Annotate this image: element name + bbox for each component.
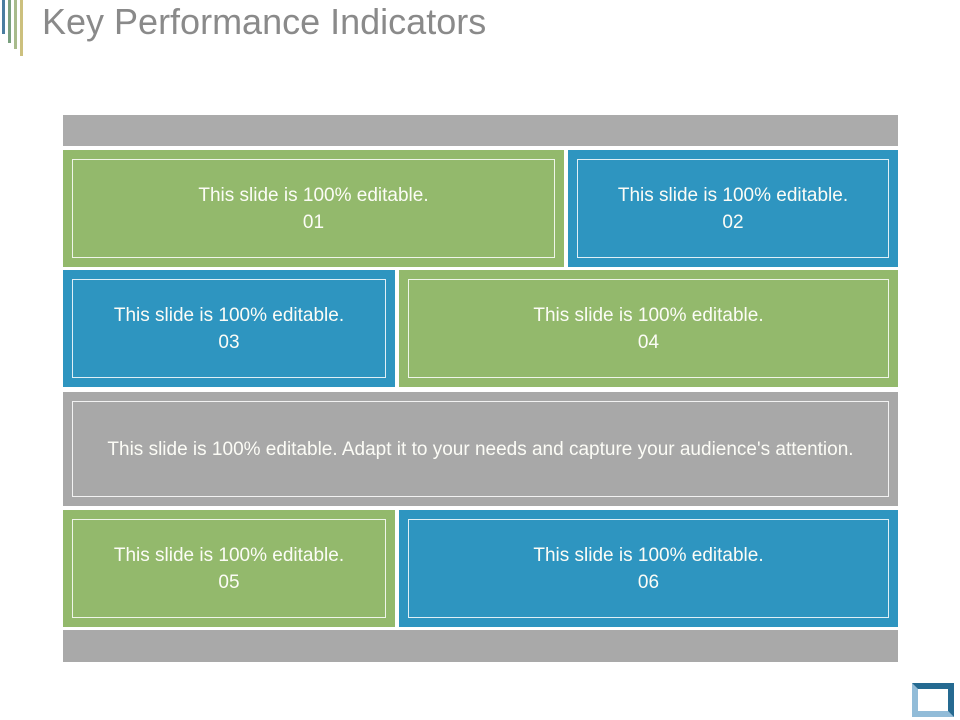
bottom-divider-band [63,630,898,662]
kpi-block-01[interactable]: This slide is 100% editable. 01 [63,150,564,267]
block-number: 04 [637,331,660,353]
slide-title: Key Performance Indicators [42,1,487,42]
kpi-block-06[interactable]: This slide is 100% editable. 06 [399,510,898,627]
description-band[interactable]: This slide is 100% editable. Adapt it to… [63,392,898,506]
kpi-block-02[interactable]: This slide is 100% editable. 02 [568,150,898,267]
block-text: This slide is 100% editable. [113,304,345,326]
accent-bar-sage [14,0,17,49]
block-number: 01 [302,211,325,233]
frame-square-icon-dark-part [912,683,954,717]
block-text: This slide is 100% editable. [617,184,849,206]
block-number: 06 [637,571,660,593]
top-divider-band [63,115,898,146]
block-inner-frame: This slide is 100% editable. 03 [72,279,386,378]
block-number: 02 [722,211,744,233]
block-inner-frame: This slide is 100% editable. 06 [408,519,889,618]
kpi-block-04[interactable]: This slide is 100% editable. 04 [399,270,898,387]
frame-square-icon [912,683,954,717]
block-inner-frame: This slide is 100% editable. 02 [577,159,889,258]
band-inner-frame: This slide is 100% editable. Adapt it to… [72,401,889,497]
block-text: This slide is 100% editable. [533,304,764,326]
accent-bar-blue [2,0,5,34]
block-inner-frame: This slide is 100% editable. 04 [408,279,889,378]
kpi-block-05[interactable]: This slide is 100% editable. 05 [63,510,395,627]
block-text: This slide is 100% editable. [198,184,429,206]
kpi-block-03[interactable]: This slide is 100% editable. 03 [63,270,395,387]
block-number: 03 [218,331,240,353]
title-accent-bars [0,0,26,60]
description-text: This slide is 100% editable. Adapt it to… [107,438,854,460]
accent-bar-green [8,0,11,43]
block-number: 05 [218,571,240,593]
block-text: This slide is 100% editable. [113,544,345,566]
frame-square-icon-light-part [912,683,954,717]
accent-bar-khaki [20,0,23,56]
block-text: This slide is 100% editable. [533,544,764,566]
block-inner-frame: This slide is 100% editable. 05 [72,519,386,618]
block-inner-frame: This slide is 100% editable. 01 [72,159,555,258]
